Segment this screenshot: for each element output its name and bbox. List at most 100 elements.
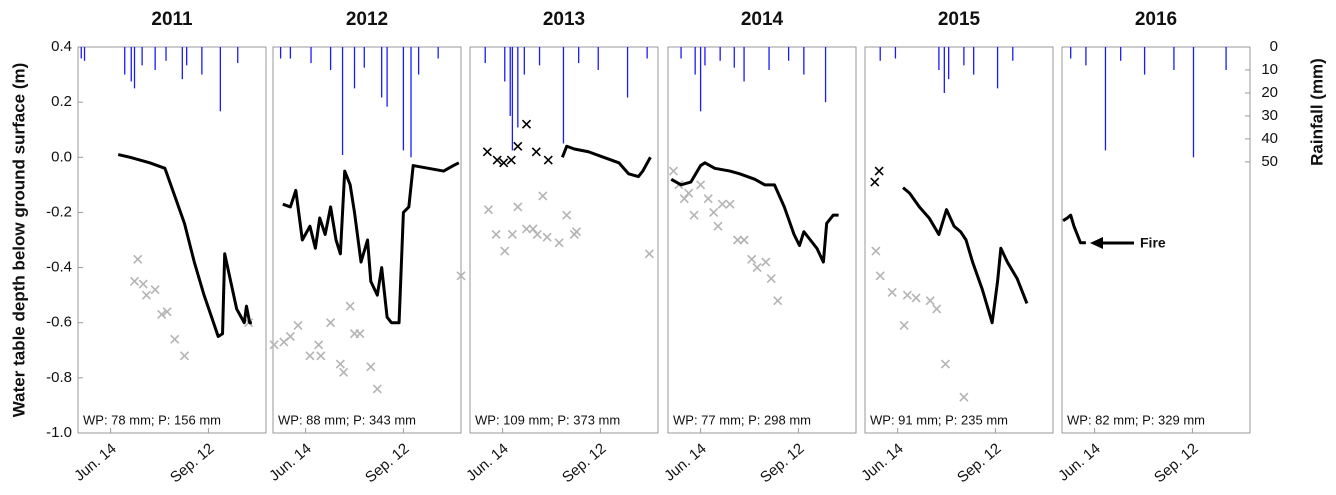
x-marker <box>689 210 699 220</box>
panel-title: 2013 <box>543 9 585 30</box>
y-tick-label: 0.2 <box>51 93 72 110</box>
x-marker <box>355 329 365 339</box>
x-marker <box>513 202 523 212</box>
x-marker <box>528 224 538 234</box>
x-marker <box>870 177 880 187</box>
x-marker <box>456 271 466 281</box>
y-tick-label: -0.6 <box>46 314 72 331</box>
x-marker <box>732 235 743 245</box>
panel-title: 2015 <box>938 9 981 30</box>
x-marker <box>554 238 564 248</box>
x-marker <box>513 141 523 151</box>
plot-frame <box>272 46 462 434</box>
x-marker <box>959 392 969 402</box>
x-marker <box>316 351 326 361</box>
x-marker <box>170 334 180 344</box>
x-tick-label: Jun. 14 <box>463 440 512 485</box>
x-marker <box>366 362 376 372</box>
x-marker <box>269 340 279 350</box>
x-marker <box>345 301 355 311</box>
x-marker <box>141 290 152 300</box>
x-marker <box>305 351 315 361</box>
x-marker <box>911 293 921 303</box>
x-marker <box>179 351 190 361</box>
x-marker <box>932 304 942 314</box>
y-tick-label: -0.4 <box>46 259 72 276</box>
x-marker <box>871 246 881 256</box>
x-marker <box>902 290 912 300</box>
x-tick-label: Jun. 14 <box>1055 440 1104 485</box>
x-marker <box>925 296 935 306</box>
x-tick-label: Sep. 12 <box>1151 440 1202 486</box>
x-marker <box>709 207 719 217</box>
x-marker <box>499 158 509 168</box>
x-marker <box>339 367 349 377</box>
x-tick-label: Sep. 12 <box>362 440 413 486</box>
y2-tick-label: 10 <box>1261 61 1278 78</box>
x-tick-label: Jun. 14 <box>661 440 710 485</box>
y2-tick-label: 0 <box>1270 38 1278 55</box>
panel-note: WP: 88 mm; P: 343 mm <box>278 412 416 427</box>
x-tick-label: Sep. 12 <box>559 440 610 486</box>
x-marker <box>747 254 757 264</box>
x-marker <box>285 331 295 342</box>
x-tick-label: Jun. 14 <box>71 440 120 485</box>
x-marker <box>899 320 909 331</box>
x-marker <box>314 340 324 350</box>
x-tick-label: Jun. 14 <box>266 440 315 485</box>
y-tick-label: 0.0 <box>51 148 72 165</box>
plot-frame <box>667 46 857 434</box>
x-tick-label: Jun. 14 <box>858 440 907 485</box>
x-marker <box>703 194 713 204</box>
panel-title: 2012 <box>346 9 388 30</box>
panel-note: WP: 77 mm; P: 298 mm <box>673 412 811 427</box>
x-marker <box>562 210 572 220</box>
x-marker <box>538 191 548 201</box>
x-marker <box>739 235 749 245</box>
x-marker <box>326 318 336 328</box>
water-table-line <box>282 161 460 325</box>
fire-arrow <box>1090 237 1134 249</box>
y2-tick-label: 30 <box>1261 107 1278 124</box>
x-tick-label: Sep. 12 <box>954 440 1005 486</box>
y2-tick-label: 20 <box>1261 84 1278 101</box>
plot-frame <box>1061 46 1251 434</box>
x-marker <box>644 249 654 259</box>
x-marker <box>491 229 501 240</box>
x-marker <box>483 205 494 215</box>
y-axis-label: Water table depth below ground surface (… <box>9 63 28 418</box>
x-marker <box>668 166 678 176</box>
x-marker <box>761 257 771 267</box>
x-marker <box>129 276 140 286</box>
x-marker <box>293 320 303 331</box>
x-marker <box>335 359 345 369</box>
x-marker <box>725 199 735 209</box>
water-table-line <box>117 153 252 338</box>
y2-axis-label: Rainfall (mm) <box>1307 58 1326 166</box>
x-marker <box>766 274 776 284</box>
x-marker <box>684 188 694 198</box>
x-marker <box>874 166 884 176</box>
x-marker <box>773 296 783 306</box>
x-marker <box>679 194 689 204</box>
x-marker <box>521 224 532 234</box>
y-tick-label: -0.2 <box>46 203 72 220</box>
x-marker <box>500 246 510 256</box>
x-marker <box>717 199 727 209</box>
panel-title: 2014 <box>741 9 784 30</box>
water-table-line <box>902 186 1029 325</box>
panel-title: 2011 <box>151 9 193 30</box>
x-marker <box>492 155 502 165</box>
x-marker <box>532 229 542 240</box>
x-marker <box>482 147 492 157</box>
x-marker <box>162 307 172 317</box>
x-tick-label: Sep. 12 <box>757 440 808 486</box>
x-marker <box>887 287 897 297</box>
y2-tick-label: 50 <box>1261 153 1278 170</box>
y-tick-label: -0.8 <box>46 369 72 386</box>
panel-note: WP: 78 mm; P: 156 mm <box>83 412 221 427</box>
x-marker <box>133 254 143 264</box>
x-marker <box>752 263 762 273</box>
x-marker <box>372 384 382 394</box>
